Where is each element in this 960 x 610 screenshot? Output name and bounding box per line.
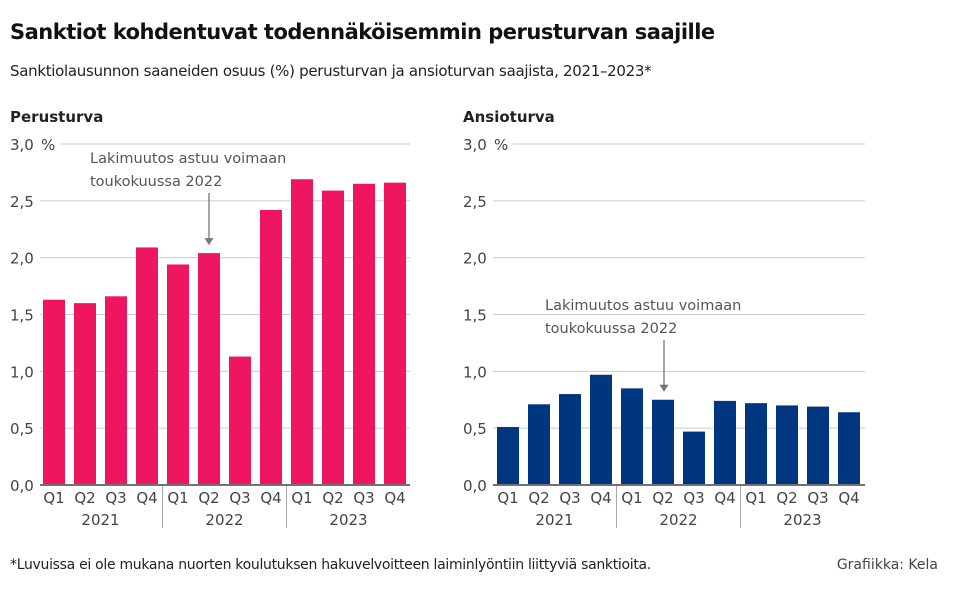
chart-title: Sanktiot kohdentuvat todennäköisemmin pe…: [10, 20, 715, 44]
y-tick-label: 3,0: [10, 136, 34, 154]
bar: [198, 253, 220, 484]
x-tick-label: Q1: [745, 489, 766, 507]
bar: [714, 400, 736, 484]
arrow-down-icon: [204, 238, 214, 246]
x-tick-label: Q1: [621, 489, 642, 507]
x-tick-label: Q4: [384, 489, 405, 507]
bar: [621, 388, 643, 484]
y-tick-label: 0,0: [463, 477, 487, 495]
x-tick-label: Q1: [167, 489, 188, 507]
y-tick-label: 0,5: [10, 420, 34, 438]
bar: [528, 404, 550, 484]
x-group-label: 2023: [329, 511, 367, 529]
arrow-down-icon: [659, 384, 669, 392]
x-group-label: 2022: [659, 511, 697, 529]
x-tick-label: Q2: [528, 489, 549, 507]
x-tick-label: Q3: [353, 489, 374, 507]
credit: Grafiikka: Kela: [836, 557, 938, 573]
y-tick-label: 1,0: [10, 363, 34, 381]
y-tick-label: 2,0: [463, 250, 487, 268]
x-tick-label: Q4: [590, 489, 611, 507]
x-tick-label: Q1: [497, 489, 518, 507]
footnote: *Luvuissa ei ole mukana nuorten koulutuk…: [10, 557, 651, 573]
x-tick-label: Q3: [559, 489, 580, 507]
x-group-label: 2022: [205, 511, 243, 529]
bar: [353, 183, 375, 485]
y-tick-label: 2,5: [463, 193, 487, 211]
y-tick-label: 3,0: [463, 136, 487, 154]
y-tick-label: 0,0: [10, 477, 34, 495]
annotation-text: toukokuussa 2022: [545, 321, 677, 337]
panel-title: Ansioturva: [463, 108, 555, 126]
bar: [683, 431, 705, 484]
annotation-text: Lakimuutos astuu voimaan: [90, 151, 286, 167]
bar: [559, 394, 581, 484]
x-tick-label: Q4: [136, 489, 157, 507]
x-tick-label: Q2: [652, 489, 673, 507]
y-tick-label: 2,5: [10, 193, 34, 211]
y-tick-label: 1,5: [10, 307, 34, 325]
bar: [74, 303, 96, 484]
y-tick-label: 1,5: [463, 307, 487, 325]
y-tick-label: 2,0: [10, 250, 34, 268]
x-tick-label: Q3: [229, 489, 250, 507]
x-tick-label: Q2: [198, 489, 219, 507]
x-tick-label: Q4: [260, 489, 281, 507]
bar: [291, 179, 313, 484]
y-unit-label: %: [41, 136, 55, 154]
x-group-label: 2023: [783, 511, 821, 529]
x-group-label: 2021: [535, 511, 573, 529]
panel-title: Perusturva: [10, 108, 103, 126]
y-unit-label: %: [494, 136, 508, 154]
bar: [838, 412, 860, 484]
bar: [776, 405, 798, 484]
x-tick-label: Q1: [291, 489, 312, 507]
x-tick-label: Q2: [776, 489, 797, 507]
y-tick-label: 0,5: [463, 420, 487, 438]
x-tick-label: Q2: [74, 489, 95, 507]
y-tick-label: 1,0: [463, 363, 487, 381]
x-tick-label: Q3: [105, 489, 126, 507]
bar: [43, 299, 65, 484]
bar: [322, 190, 344, 484]
x-tick-label: Q4: [838, 489, 859, 507]
bar: [105, 296, 127, 484]
annotation-text: toukokuussa 2022: [90, 174, 222, 190]
annotation-text: Lakimuutos astuu voimaan: [545, 298, 741, 314]
chart-subtitle: Sanktiolausunnon saaneiden osuus (%) per…: [10, 62, 652, 80]
bar: [807, 406, 829, 484]
x-tick-label: Q4: [714, 489, 735, 507]
bar: [167, 264, 189, 484]
bar: [260, 209, 282, 484]
x-tick-label: Q1: [43, 489, 64, 507]
bar: [136, 247, 158, 484]
bar: [384, 182, 406, 484]
x-tick-label: Q3: [807, 489, 828, 507]
bar: [229, 356, 251, 484]
bar: [497, 427, 519, 484]
x-group-label: 2021: [81, 511, 119, 529]
bar: [652, 399, 674, 484]
x-tick-label: Q3: [683, 489, 704, 507]
bar: [745, 403, 767, 484]
bar: [590, 374, 612, 484]
x-tick-label: Q2: [322, 489, 343, 507]
